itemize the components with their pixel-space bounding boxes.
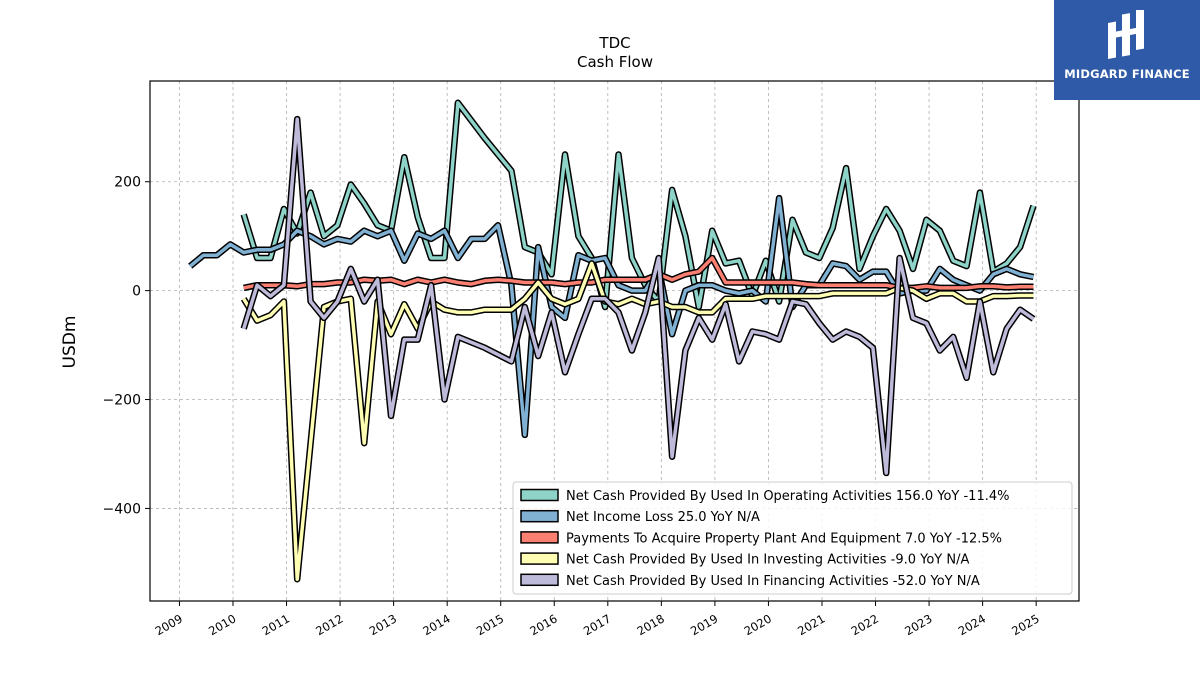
x-tick-label: 2024 [956, 611, 988, 638]
logo-text: MIDGARD FINANCE [1064, 67, 1190, 81]
series-2 [188, 194, 1035, 439]
y-tick-label: −400 [103, 501, 141, 517]
legend-swatch [520, 552, 559, 565]
midgard-finance-logo: MIDGARD FINANCE [1054, 0, 1200, 100]
x-tick-label: 2025 [1009, 611, 1041, 638]
y-tick-label: −200 [103, 393, 141, 409]
series-line [242, 261, 1034, 581]
x-tick-label: 2017 [581, 611, 613, 638]
series-4 [240, 260, 1034, 583]
legend-entry: Net Cash Provided By Used In Operating A… [566, 489, 1009, 504]
legend-swatch [520, 573, 559, 587]
x-tick-label: 2018 [634, 611, 666, 638]
x-tick-label: 2009 [153, 611, 185, 638]
legend-entry: Payments To Acquire Property Plant And E… [566, 531, 1002, 546]
series-lines [188, 99, 1037, 583]
series-line-outline [240, 99, 1037, 311]
x-tick-label: 2012 [313, 611, 345, 638]
y-tick-label: 0 [132, 284, 141, 300]
x-tick-label: 2022 [849, 611, 881, 638]
x-tick-label: 2020 [742, 611, 774, 638]
legend-swatch [520, 531, 559, 544]
y-tick-label: 200 [114, 175, 141, 191]
legend: Net Cash Provided By Used In Operating A… [512, 481, 1073, 595]
legend-entry: Net Income Loss 25.0 YoY N/A [566, 510, 760, 525]
series-1 [240, 99, 1037, 311]
plot-frame [149, 80, 1080, 602]
x-tick-label: 2015 [474, 611, 506, 638]
x-tick-label: 2016 [527, 611, 559, 638]
logo-mark-icon [1108, 10, 1144, 59]
series-line [242, 117, 1035, 475]
legend-entry: Net Cash Provided By Used In Financing A… [566, 574, 980, 589]
x-tick-label: 2011 [260, 611, 292, 638]
series-5 [240, 115, 1036, 477]
x-tick-label: 2019 [688, 611, 720, 638]
y-axis-label: USDm [60, 316, 80, 369]
chart-title: TDC [598, 34, 630, 52]
legend-box [512, 481, 1073, 595]
x-tick-label: 2023 [902, 611, 934, 638]
x-tick-label: 2021 [795, 611, 827, 638]
chart-subtitle: Cash Flow [577, 53, 653, 71]
legend-swatch [520, 488, 559, 502]
x-tick-label: 2013 [367, 611, 399, 638]
legend-entry: Net Cash Provided By Used In Investing A… [566, 553, 969, 568]
x-tick-label: 2010 [206, 611, 238, 638]
series-line [189, 196, 1034, 437]
x-tick-label: 2014 [420, 611, 452, 638]
legend-swatch [520, 509, 559, 523]
